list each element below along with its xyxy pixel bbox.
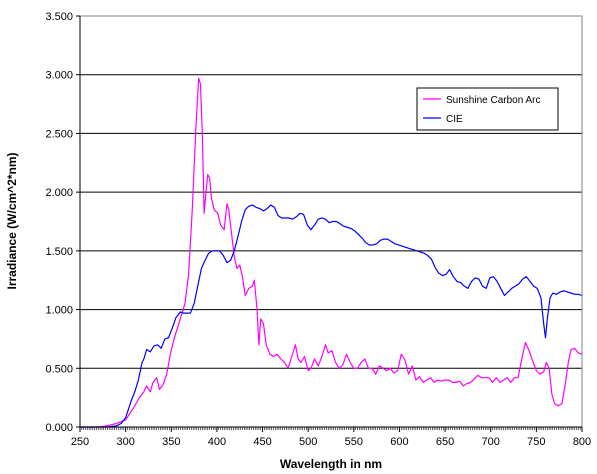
y-tick-label: 3.000 (45, 70, 73, 82)
x-tick-label: 300 (116, 436, 134, 448)
x-minor-ticks (79, 427, 583, 430)
series-lines (80, 77, 583, 428)
y-tick-label: 0.000 (45, 422, 73, 434)
x-tick-label: 650 (436, 436, 454, 448)
x-tick-label: 700 (482, 436, 500, 448)
x-tick-label: 400 (208, 436, 226, 448)
y-tick-label: 2.500 (45, 128, 73, 140)
legend-label-cie: CIE (446, 114, 463, 125)
y-tick-label: 3.500 (45, 11, 73, 23)
y-tick-label: 1.500 (45, 246, 73, 258)
x-tick-label: 750 (527, 436, 545, 448)
legend-label-sunshine-carbon-arc: Sunshine Carbon Arc (446, 95, 541, 106)
x-tick-label: 500 (299, 436, 317, 448)
x-tick-label: 600 (390, 436, 408, 448)
y-axis-title: Irradiance (W/cm^2*nm) (5, 152, 19, 289)
x-tick-label: 450 (253, 436, 271, 448)
y-tick-label: 1.000 (45, 305, 73, 317)
x-tick-label: 250 (71, 436, 89, 448)
y-tick-label: 2.000 (45, 187, 73, 199)
legend: Sunshine Carbon Arc CIE (416, 87, 559, 131)
x-axis-title: Wavelength in nm (280, 457, 382, 471)
legend-box (416, 87, 559, 131)
axes: 0.000 0.500 1.000 1.500 2.000 2.500 3.000 3.500… (45, 11, 591, 448)
y-tick-label: 0.500 (45, 363, 73, 375)
x-tick-label: 800 (573, 436, 591, 448)
x-tick-label: 350 (162, 436, 180, 448)
series-line-sunshine-carbon-arc (80, 77, 583, 428)
series-line-cie (80, 204, 583, 428)
gridlines (80, 74, 582, 369)
x-tick-label: 550 (345, 436, 363, 448)
